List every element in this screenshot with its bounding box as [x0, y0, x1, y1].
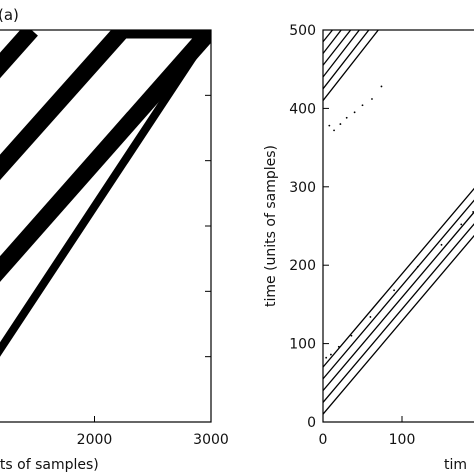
- right-plot-frame: [322, 29, 474, 423]
- right-outlier-point: [371, 98, 373, 100]
- left-series-5-band: [0, 30, 211, 357]
- left-x-ticks: 2000 3000: [77, 416, 229, 448]
- right-outlier-point: [325, 356, 328, 359]
- right-y-tick-label: 300: [289, 180, 316, 196]
- right-series-1-line: [323, 30, 379, 101]
- right-outlier-point: [440, 243, 443, 246]
- right-y-tick-label: 200: [289, 258, 316, 274]
- right-series-10-line: [323, 199, 474, 380]
- right-y-tick-label: 0: [307, 415, 316, 431]
- left-x-tick-label: 3000: [193, 432, 229, 448]
- right-outlier-point: [330, 353, 332, 356]
- left-y-ticks: [205, 94, 211, 358]
- right-outlier-point: [345, 116, 348, 119]
- right-outlier-point: [333, 129, 335, 132]
- left-x-tick-label: 2000: [77, 432, 113, 448]
- right-series-4-line: [323, 30, 352, 66]
- right-y-tick-label: 500: [289, 23, 316, 39]
- right-series-6-line: [323, 30, 333, 43]
- right-outlier-point: [339, 123, 342, 125]
- left-series-2-band: [0, 30, 38, 79]
- right-series-7-line: [323, 234, 474, 415]
- right-outlier-point: [350, 334, 353, 337]
- right-x-tick-label: 0: [319, 432, 328, 448]
- right-outlier-point: [353, 111, 356, 114]
- right-x-axis-label: tim: [444, 457, 467, 473]
- right-outlier-point: [416, 265, 419, 268]
- right-outlier-point: [460, 223, 463, 226]
- right-series-3-line: [323, 30, 360, 78]
- left-plot-area: [0, 30, 211, 357]
- right-series-11-line: [323, 187, 474, 368]
- right-outlier-point: [328, 124, 331, 127]
- right-series-8-line: [323, 223, 474, 403]
- left-chart: 2000 3000 its of samples): [0, 29, 229, 473]
- right-series-5-line: [323, 30, 342, 54]
- right-outlier-point: [361, 104, 364, 107]
- panel-label: (a): [0, 6, 19, 24]
- right-outlier-point: [393, 289, 395, 292]
- left-series-4-band: [0, 30, 211, 282]
- right-y-ticks: 0 100 200 300 400 500: [289, 23, 329, 431]
- left-series-3-band: [0, 30, 129, 181]
- right-series-9-line: [323, 211, 474, 392]
- right-y-tick-label: 100: [289, 337, 316, 353]
- right-outlier-point: [380, 85, 383, 88]
- right-outlier-point: [369, 316, 372, 318]
- right-x-tick-label: 100: [389, 432, 416, 448]
- right-y-tick-label: 400: [289, 101, 316, 117]
- right-y-axis-label: time (units of samples): [263, 145, 279, 307]
- right-plot-area: [323, 30, 474, 415]
- right-series-2-line: [323, 30, 370, 90]
- right-outlier-point: [337, 345, 340, 348]
- left-x-axis-label: its of samples): [0, 457, 99, 473]
